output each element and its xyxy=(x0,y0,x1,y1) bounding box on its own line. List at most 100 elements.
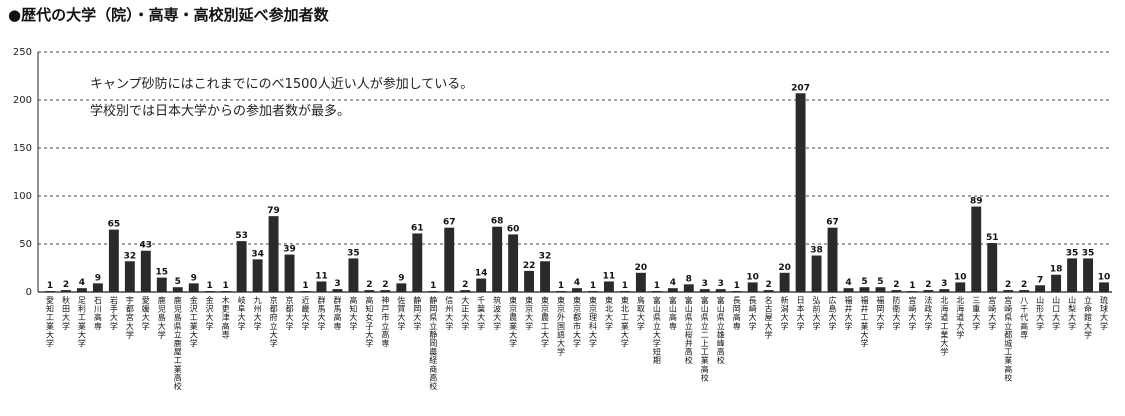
bar xyxy=(907,291,918,292)
gridlines xyxy=(38,51,1112,245)
category-label: 佐賀大学 xyxy=(397,295,405,331)
bar xyxy=(444,227,455,292)
data-label: 1 xyxy=(622,281,628,291)
data-label: 38 xyxy=(810,246,823,256)
category-label: 東北大学 xyxy=(605,295,613,331)
category-label: 琉球大学 xyxy=(1100,295,1108,331)
data-label: 7 xyxy=(1037,275,1043,285)
bar xyxy=(699,289,710,292)
bar xyxy=(540,261,551,292)
data-label: 4 xyxy=(845,278,851,288)
data-label: 79 xyxy=(267,206,280,216)
data-label: 32 xyxy=(124,251,137,261)
category-label: 新潟大学 xyxy=(781,295,789,331)
bar xyxy=(524,270,535,292)
category-label: 山形大学 xyxy=(1036,295,1044,331)
bar xyxy=(1083,258,1093,292)
category-label: 富山高専 xyxy=(669,295,677,331)
category-label: 木更津高専 xyxy=(222,295,230,339)
bar xyxy=(795,93,806,292)
category-label: 弘前大学 xyxy=(813,296,821,331)
chart-title: ●歴代の大学（院）・高専・高校別延べ参加者数 xyxy=(8,6,329,24)
data-label: 14 xyxy=(475,269,488,279)
bar xyxy=(683,284,694,292)
data-label: 60 xyxy=(507,224,520,234)
annotation: キャンプ砂防にはこれまでにのべ1500人近い人が参加している。 学校別では日本大… xyxy=(90,76,473,119)
bar xyxy=(955,282,966,292)
category-label: 石川高専 xyxy=(94,296,102,331)
data-label: 1 xyxy=(302,281,308,291)
category-label: 鹿児島大学 xyxy=(158,295,166,339)
data-label: 4 xyxy=(79,278,85,288)
bar xyxy=(332,289,343,292)
bar xyxy=(188,283,199,292)
bar xyxy=(348,258,359,292)
data-label: 2 xyxy=(1005,280,1011,290)
data-label: 3 xyxy=(941,279,947,289)
bar xyxy=(603,281,614,292)
y-tick-label: 200 xyxy=(13,95,32,106)
category-label: 八千代高専 xyxy=(1020,296,1028,339)
y-tick-label: 250 xyxy=(13,47,32,58)
annotation-line-1: キャンプ砂防にはこれまでにのべ1500人近い人が参加している。 xyxy=(90,76,473,92)
bar xyxy=(124,261,135,292)
category-label: 東京外国語大学 xyxy=(557,295,565,357)
category-label: 三重大学 xyxy=(972,296,980,331)
bar xyxy=(635,272,646,292)
data-label: 1 xyxy=(223,281,229,291)
category-label: 防衛大学 xyxy=(892,295,900,331)
bar xyxy=(1051,274,1062,292)
bar xyxy=(1099,282,1109,292)
category-label: 名古屋大学 xyxy=(765,295,773,339)
data-label: 51 xyxy=(986,233,999,243)
data-label: 1 xyxy=(654,281,660,291)
bar xyxy=(923,290,934,292)
data-label: 35 xyxy=(1066,248,1079,258)
bar xyxy=(1035,285,1046,292)
category-label: 東京理科大学 xyxy=(589,295,597,348)
data-label: 2 xyxy=(462,280,468,290)
data-label: 68 xyxy=(491,217,504,227)
category-label: 高知女子大学 xyxy=(365,295,373,348)
data-label: 9 xyxy=(95,273,101,283)
bar xyxy=(556,291,566,292)
category-label: 岩手大学 xyxy=(110,295,118,331)
bar xyxy=(747,282,758,292)
category-label: 福井工業大学 xyxy=(860,296,868,348)
bar xyxy=(316,281,327,292)
bar xyxy=(252,259,263,292)
bar xyxy=(651,291,662,292)
category-label: 信州大学 xyxy=(445,295,453,331)
bar xyxy=(667,288,678,292)
bar xyxy=(284,254,295,292)
y-tick-label: 100 xyxy=(13,191,32,202)
category-label: 宇都宮大学 xyxy=(126,295,134,339)
data-label: 10 xyxy=(746,272,759,282)
category-label: 静岡大学 xyxy=(413,295,421,331)
bar xyxy=(971,206,982,292)
data-label: 207 xyxy=(791,83,810,93)
data-label: 2 xyxy=(1021,280,1027,290)
bar xyxy=(412,233,423,292)
category-label: 東京都市大学 xyxy=(573,295,581,348)
data-label: 53 xyxy=(235,231,248,241)
bar xyxy=(1067,258,1078,292)
data-label: 5 xyxy=(877,277,883,287)
category-label: 長崎大学 xyxy=(749,296,757,331)
data-label: 4 xyxy=(670,278,676,288)
category-label: 鹿児島県立鹿屋工業高校 xyxy=(174,295,182,391)
bars: 1愛知工業大学2秋田大学4足利工業大学9石川高専65岩手大学32宇都宮大学43愛… xyxy=(45,83,1110,391)
data-label: 2 xyxy=(766,280,772,290)
data-label: 1 xyxy=(558,281,564,291)
data-label: 2 xyxy=(382,280,388,290)
bar xyxy=(859,287,870,292)
bar xyxy=(508,234,519,292)
data-label: 22 xyxy=(523,261,536,271)
data-label: 43 xyxy=(140,241,153,251)
data-label: 15 xyxy=(156,268,169,278)
bar xyxy=(843,288,854,292)
category-label: 愛知工業大学 xyxy=(46,295,54,348)
category-label: 鳥取大学 xyxy=(637,295,645,331)
category-label: 京都府立大学 xyxy=(270,295,278,348)
